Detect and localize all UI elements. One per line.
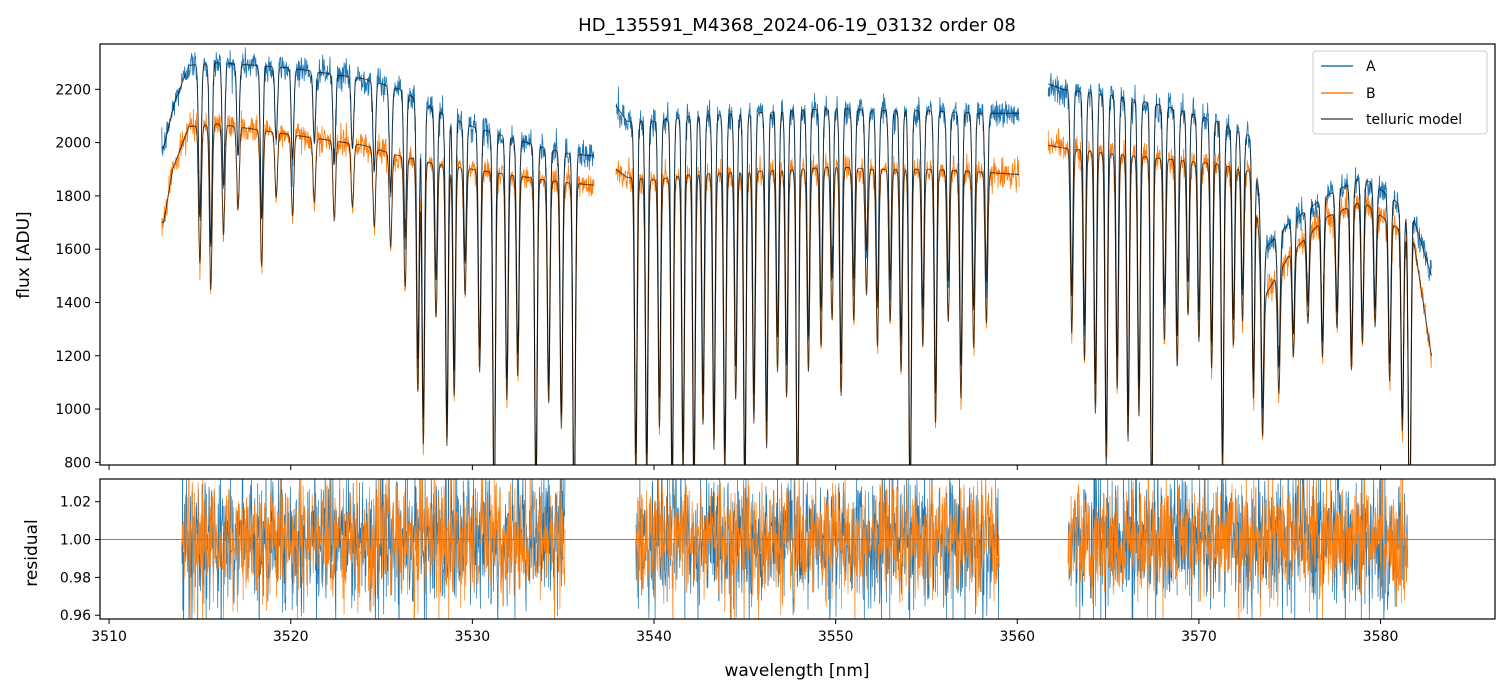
x-tick-label: 3540: [636, 629, 672, 645]
legend-label-telluric: telluric model: [1366, 112, 1462, 128]
flux-y-tick-label: 2200: [55, 82, 91, 98]
flux-y-axis-label: flux [ADU]: [14, 211, 34, 298]
x-axis-label: wavelength [nm]: [724, 661, 869, 681]
residual-y-axis: 0.96 0.98 1.00 1.02: [60, 495, 100, 624]
x-tick-label: 3570: [1181, 629, 1217, 645]
x-tick-label: 3530: [455, 629, 491, 645]
flux-y-tick-label: 800: [64, 455, 91, 471]
telluric-model-line-b: [161, 123, 1432, 465]
flux-y-tick-label: 2000: [55, 136, 91, 152]
legend-label-a: A: [1366, 59, 1376, 75]
flux-x-axis: [108, 465, 1382, 470]
legend-box: [1312, 50, 1488, 135]
x-tick-label: 3520: [273, 629, 309, 645]
legend-label-b: B: [1366, 86, 1376, 102]
residual-plot-area: [100, 479, 1495, 619]
residual-panel: 0.96 0.98 1.00 1.02 3510 3520 3530 3540 3550 356…: [22, 478, 1496, 681]
residual-y-axis-label: residual: [22, 519, 42, 586]
flux-y-tick-label: 1000: [55, 402, 91, 418]
flux-y-axis: 800 1000 1200 1400 1600 1800 2000 2200: [55, 82, 100, 471]
x-tick-label: 3580: [1363, 629, 1399, 645]
residual-y-tick-label: 0.96: [60, 608, 91, 624]
legend: A B telluric model: [1312, 50, 1488, 135]
flux-plot-area: [161, 47, 1432, 465]
x-tick-label: 3550: [818, 629, 854, 645]
flux-panel: 800 1000 1200 1400 1600 1800 2000 2200 flux [AD…: [14, 43, 1496, 471]
x-tick-label: 3510: [91, 629, 127, 645]
residual-y-tick-label: 1.00: [60, 533, 91, 549]
flux-y-tick-label: 1400: [55, 295, 91, 311]
flux-y-tick-label: 1600: [55, 242, 91, 258]
residual-x-axis: 3510 3520 3530 3540 3550 3560 3570 3580: [91, 619, 1398, 645]
flux-y-tick-label: 1200: [55, 349, 91, 365]
residual-panel-frame: [99, 478, 1496, 620]
x-tick-label: 3560: [999, 629, 1035, 645]
chart-title: HD_135591_M4368_2024-06-19_03132 order 0…: [578, 15, 1016, 36]
flux-panel-frame: [99, 43, 1496, 466]
flux-y-tick-label: 1800: [55, 189, 91, 205]
residual-y-tick-label: 0.98: [60, 570, 91, 586]
series-b-residual-line: [181, 479, 1409, 619]
residual-y-tick-label: 1.02: [60, 495, 91, 511]
